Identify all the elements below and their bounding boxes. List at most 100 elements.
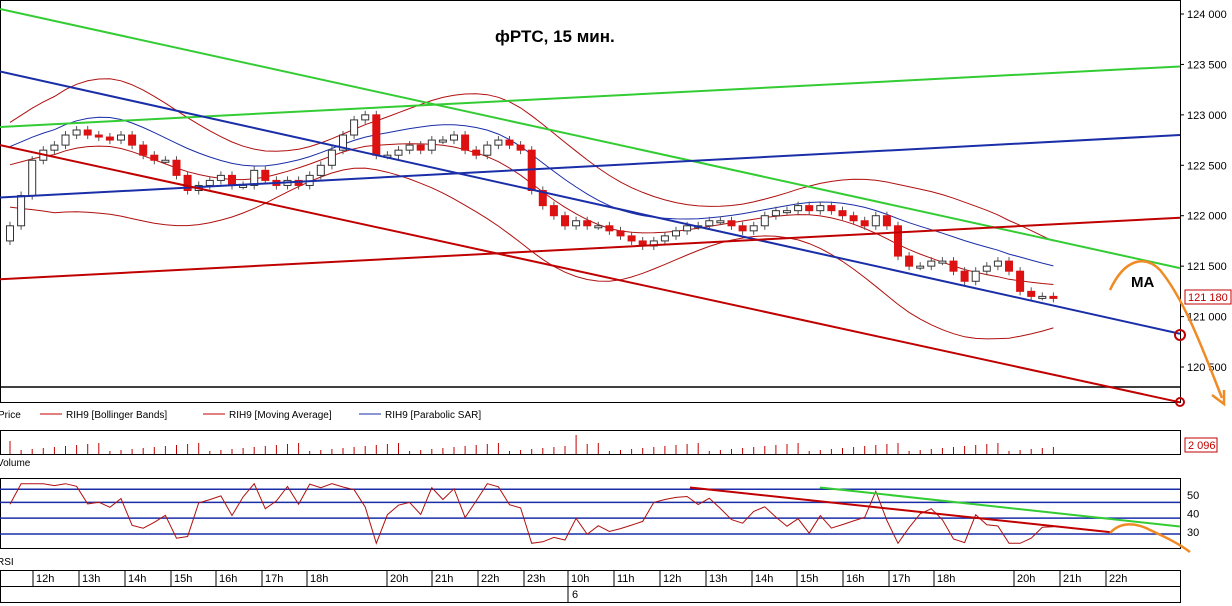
candle-up [28,159,37,197]
candle-down [549,205,558,217]
volume-pane-name: Volume [0,458,31,469]
rsi-trend-line [689,486,1111,534]
candle-up [339,134,347,151]
candle-down [960,270,969,282]
candle-up [982,265,991,272]
time-tick-label: 14h [128,573,146,585]
time-tick-label: 15h [174,573,192,585]
legend: Price RIH9 [Bollinger Bands] RIH9 [Moving … [0,410,481,421]
candle-down [228,174,236,186]
candle-down [83,129,92,136]
rsi-levels [0,488,1180,535]
rsi-tick-label: 40 [1187,509,1199,521]
price-tick-label: 122 000 [1187,211,1227,223]
candle-up [405,144,414,151]
candle-up [971,270,980,282]
candle-down [860,220,869,227]
trend-line [0,216,1181,281]
time-tick-label: 13h [82,573,100,585]
candle-down [372,114,381,156]
candle-down [128,134,137,146]
rsi-trend-line [819,486,1181,528]
time-tick-label: 22h [481,573,499,585]
rsi-axis: 50 40 30 [1187,490,1199,539]
price-tick-label: 124 000 [1187,9,1227,21]
candle-down [583,220,592,227]
candle-down [139,144,148,156]
date-label: 6 [572,589,578,601]
candle-up [660,235,669,242]
candle-down [905,255,914,267]
candle-up [705,220,714,227]
candle-up [783,210,791,214]
time-tick-label: 14h [755,573,773,585]
candle-up [72,129,81,136]
candle-up [250,169,259,186]
volume-last-label: 2 096 [1188,440,1216,452]
date-axis [0,586,1181,603]
time-tick-label: 15h [800,573,818,585]
candle-down [461,134,470,151]
trend-lines [0,7,1181,404]
target-circle-lower [1175,397,1185,407]
candle-down [849,215,858,222]
candle-down [605,225,614,232]
candle-down [894,225,902,257]
candle-up [216,174,225,181]
candle-up [927,260,936,267]
volume-last-tag [1184,437,1218,453]
volume-pane [0,430,1181,455]
candle-up [993,260,1002,267]
price-tick-label: 121 000 [1187,312,1227,324]
candle-up [316,164,325,176]
candle-up [327,149,336,166]
trend-line [0,65,1181,128]
candle-up [361,114,370,121]
candle-down [805,205,814,212]
candle-up [683,225,692,232]
candle-down [516,144,525,151]
candle-up [494,139,503,146]
candle-up [916,265,925,269]
candle-up [594,225,603,229]
candle-up [450,134,458,141]
trend-line [0,144,1181,404]
price-tick-label: 120 500 [1187,362,1227,374]
time-tick-label: 18h [310,573,328,585]
candle-up [427,139,436,151]
candle-down [727,220,736,227]
price-tick-label: 121 500 [1187,261,1227,273]
candle-up [117,134,125,141]
candle-down [838,210,847,217]
time-tick-label: 12h [663,573,681,585]
candle-down [827,205,836,212]
candle-down [150,154,159,161]
time-tick-label: 20h [390,573,408,585]
rsi-pane [0,478,1181,549]
candle-up [61,134,70,146]
candle-up [672,230,680,237]
candle-up [716,220,725,224]
candle-down [105,136,114,141]
candle-up [6,225,14,242]
candle-down [882,215,891,227]
last-price-label: 121 180 [1188,292,1228,304]
time-tick-label: 13h [709,573,727,585]
time-tick-label: 23h [527,573,545,585]
bollinger-upper [9,78,1054,242]
candle-down [561,215,569,227]
rsi-pane-name: RSI [0,557,14,568]
time-tick-label: 12h [36,573,54,585]
forecast-arrowhead [1211,390,1226,407]
trend-line [0,70,1181,335]
price-axis: 124 000 123 500 123 000 122 500 122 000 121 5… [1180,9,1227,374]
candle-down [1005,260,1013,272]
candle-down [538,190,547,207]
time-tick-label: 22h [1109,573,1127,585]
time-tick-label: 18h [937,573,955,585]
volume-bars [9,435,1054,454]
candle-up [1038,295,1047,299]
rsi-trend-lines [689,486,1181,534]
candle-down [472,149,481,156]
candle-down [949,260,958,272]
